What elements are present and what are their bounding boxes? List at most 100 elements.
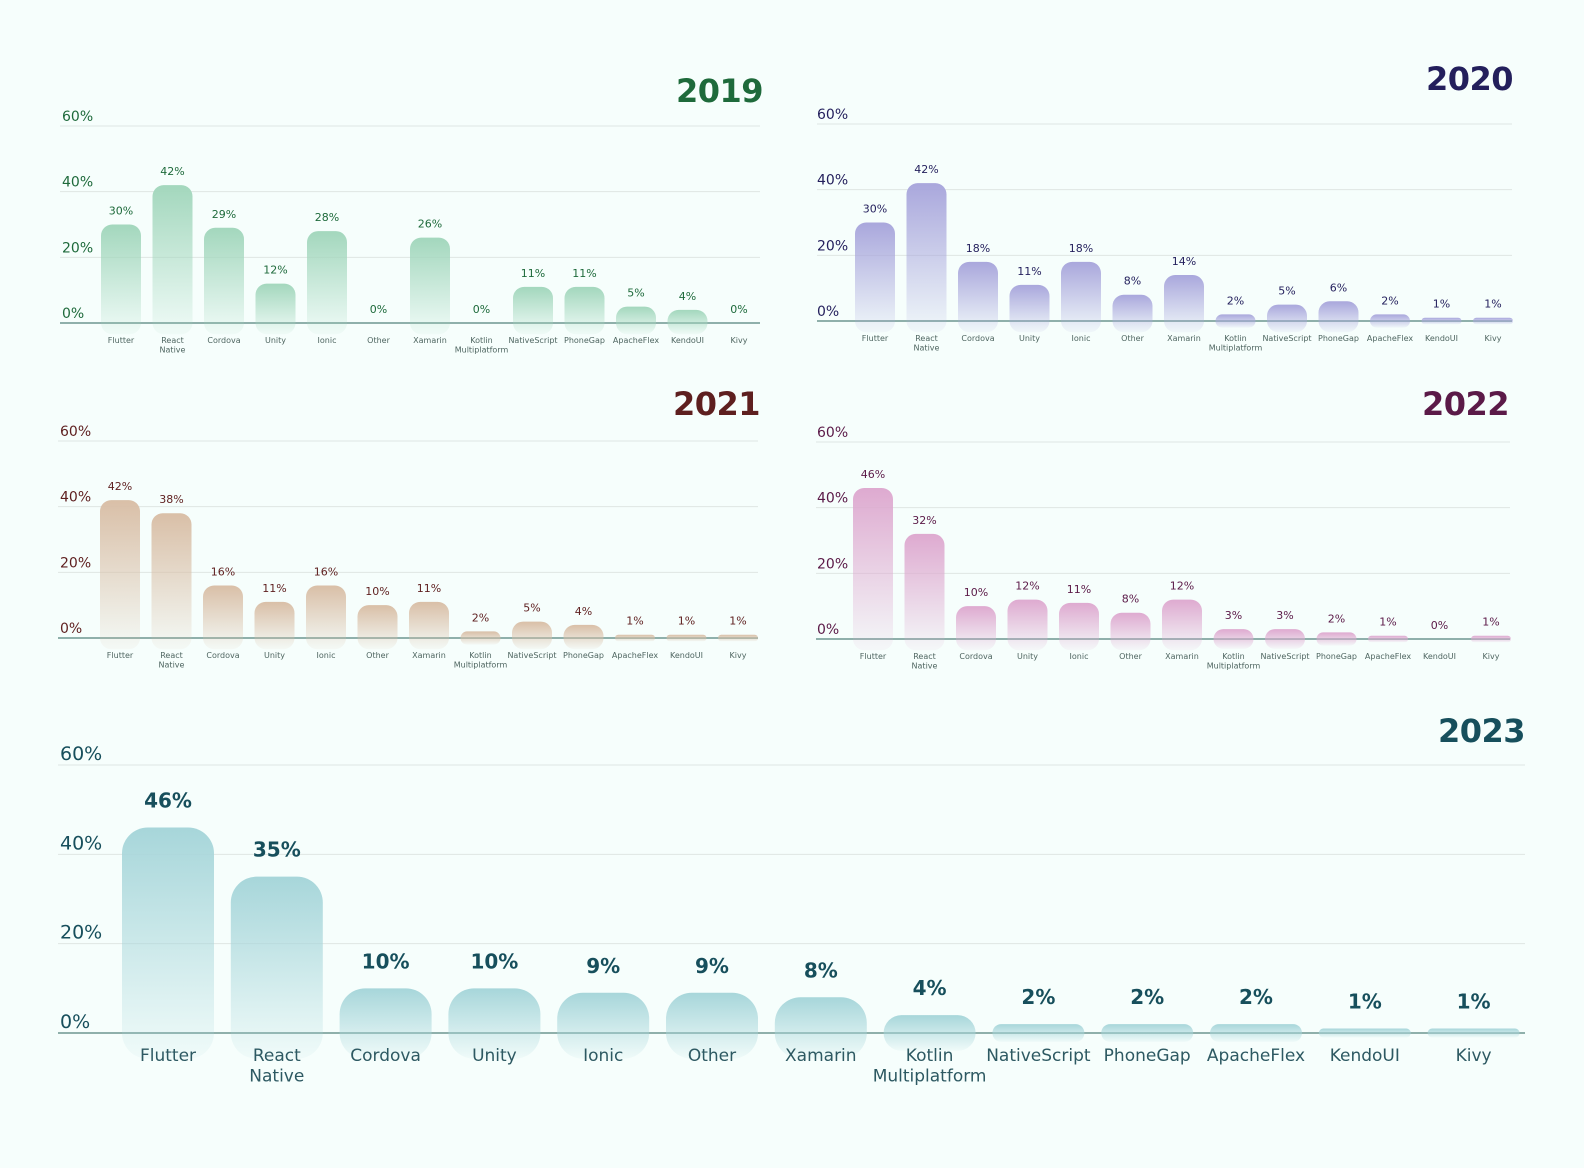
bar	[339, 988, 432, 1059]
data-label: 10%	[365, 585, 389, 598]
chart-title-2022: 2022	[1421, 385, 1510, 423]
data-label: 2%	[1021, 985, 1055, 1009]
bar	[255, 283, 296, 335]
bar	[1009, 284, 1050, 333]
bar	[718, 634, 758, 642]
bar	[151, 513, 192, 650]
bar	[1061, 261, 1101, 333]
x-tick-label: NativeScript	[507, 651, 556, 660]
data-label: 0%	[730, 303, 747, 316]
x-tick-label: Flutter	[108, 336, 135, 345]
bar	[774, 997, 867, 1059]
y-tick-label: 60%	[60, 424, 91, 440]
bar	[906, 183, 947, 333]
y-tick-label: 0%	[62, 306, 84, 322]
bar	[1101, 1024, 1194, 1042]
bar	[1213, 629, 1254, 649]
data-label: 5%	[1278, 285, 1295, 298]
x-tick-label: React Native	[914, 334, 940, 353]
bar	[1427, 1028, 1520, 1038]
data-label: 2%	[1381, 294, 1398, 307]
data-label: 8%	[1122, 593, 1139, 606]
bar	[448, 988, 541, 1059]
x-tick-label: Xamarin	[1167, 334, 1201, 343]
data-label: 38%	[159, 493, 183, 506]
data-label: 11%	[1067, 583, 1091, 596]
x-tick-label: React Native	[159, 651, 185, 670]
x-tick-label: Cordova	[959, 652, 992, 661]
data-label: 11%	[1017, 265, 1041, 278]
x-tick-label: PhoneGap	[564, 336, 605, 345]
data-label: 42%	[160, 165, 184, 178]
data-label: 0%	[1431, 619, 1448, 632]
x-tick-label: Kivy	[1456, 1046, 1492, 1066]
y-tick-label: 40%	[817, 491, 848, 507]
y-tick-label: 60%	[62, 109, 93, 125]
chart-2019: 2019 0% 20% 40% 60% 30% Flutter 42% React Native…	[0, 0, 792, 380]
bar	[1210, 1024, 1302, 1042]
chart-svg-2021: 0% 20% 40% 60% 42% Flutter 38% React Native 16% Co…	[58, 424, 758, 670]
data-label: 4%	[575, 605, 592, 618]
y-tick-label: 40%	[817, 173, 848, 189]
bar	[307, 231, 347, 335]
bar	[667, 309, 708, 335]
data-label: 3%	[1225, 609, 1242, 622]
data-label: 5%	[523, 602, 540, 615]
chart-2021: 2021 0% 20% 40% 60% 42% Flutter 38% React Native…	[0, 380, 792, 700]
data-label: 4%	[679, 290, 696, 303]
chart-svg-2020: 0% 20% 40% 60% 30% Flutter 42% React Native 18% Co…	[817, 107, 1513, 353]
data-label: 6%	[1330, 281, 1347, 294]
bar	[409, 601, 449, 650]
data-label: 5%	[627, 287, 644, 300]
chart-title-2019: 2019	[675, 72, 764, 110]
y-tick-label: 20%	[817, 238, 848, 254]
bar	[855, 222, 895, 333]
data-label: 16%	[314, 565, 338, 578]
y-tick-label: 40%	[60, 490, 91, 506]
y-tick-label: 60%	[817, 425, 848, 441]
x-tick-label: KendoUI	[670, 651, 703, 660]
x-tick-label: Other	[688, 1046, 736, 1066]
chart-title-2021: 2021	[672, 385, 761, 423]
x-tick-label: Kotlin Multiplatform	[454, 651, 508, 670]
data-label: 11%	[417, 582, 441, 595]
x-tick-label: NativeScript	[1262, 334, 1311, 343]
data-label: 1%	[626, 615, 643, 628]
bar	[512, 621, 552, 650]
data-label: 3%	[1276, 609, 1293, 622]
y-tick-label: 0%	[60, 621, 82, 637]
bar	[557, 992, 650, 1059]
data-label: 42%	[108, 480, 132, 493]
x-tick-label: ApacheFlex	[1365, 652, 1411, 661]
bar	[203, 585, 243, 650]
chart-2022: 2022 0% 20% 40% 60% 46% Flutter 32% React Native…	[792, 380, 1584, 700]
bar	[410, 237, 450, 335]
x-tick-label: Xamarin	[413, 336, 447, 345]
bar	[1368, 635, 1408, 643]
y-tick-label: 0%	[817, 304, 839, 320]
bar	[306, 585, 346, 650]
y-tick-label: 20%	[60, 555, 91, 571]
data-label: 8%	[804, 958, 838, 982]
data-label: 1%	[1457, 990, 1491, 1014]
data-label: 1%	[1484, 298, 1501, 311]
bar	[357, 605, 398, 650]
data-label: 46%	[861, 468, 885, 481]
x-tick-label: KendoUI	[1423, 652, 1456, 661]
bar	[1318, 1028, 1411, 1038]
data-label: 2%	[1328, 612, 1345, 625]
x-tick-label: PhoneGap	[563, 651, 604, 660]
bar	[992, 1024, 1085, 1042]
chart-2020: 2020 0% 20% 40% 60% 30% Flutter 42% React Native…	[792, 0, 1584, 380]
data-label: 4%	[913, 976, 947, 1000]
x-tick-label: PhoneGap	[1316, 652, 1357, 661]
data-label: 42%	[914, 163, 938, 176]
bar	[152, 185, 193, 335]
data-label: 14%	[1172, 255, 1196, 268]
x-tick-label: Cordova	[206, 651, 239, 660]
bar	[513, 286, 553, 335]
x-tick-label: PhoneGap	[1104, 1046, 1191, 1066]
bar	[666, 992, 758, 1059]
data-label: 30%	[863, 203, 887, 216]
bar	[122, 827, 214, 1059]
